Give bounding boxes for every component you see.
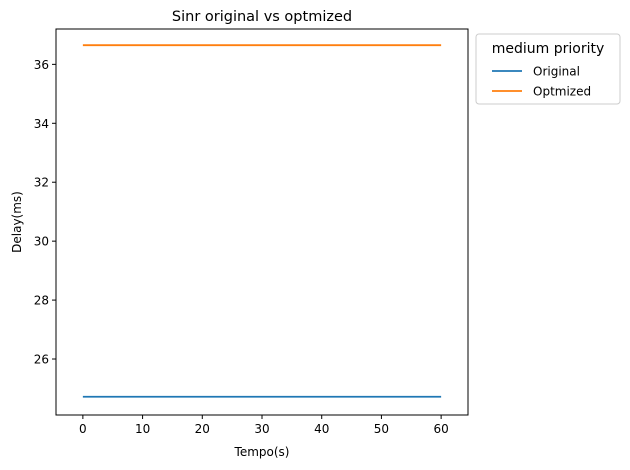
- x-tick-label: 30: [254, 422, 269, 436]
- x-tick-label: 40: [314, 422, 329, 436]
- x-tick-label: 50: [374, 422, 389, 436]
- legend-label-original: Original: [533, 65, 580, 79]
- y-tick-label: 26: [34, 353, 49, 367]
- x-tick-label: 60: [433, 422, 448, 436]
- x-tick-label: 0: [79, 422, 87, 436]
- legend-label-optmized: Optmized: [533, 85, 591, 99]
- y-tick-label: 32: [34, 176, 49, 190]
- y-axis-label: Delay(ms): [10, 191, 24, 253]
- y-tick-label: 28: [34, 294, 49, 308]
- chart-title: Sinr original vs optmized: [172, 9, 352, 25]
- legend: medium priority Original Optmized: [475, 33, 621, 105]
- x-axis-label: Tempo(s): [234, 445, 290, 459]
- y-tick-label: 34: [34, 117, 49, 131]
- x-tick-label: 10: [135, 422, 150, 436]
- series-lines: [82, 44, 442, 398]
- legend-box: [475, 33, 621, 105]
- x-axis: 0 10 20 30 40 50 60: [79, 415, 449, 436]
- plot-area: [55, 28, 469, 416]
- x-tick-label: 20: [195, 422, 210, 436]
- y-axis: 26 28 30 32 34 36: [34, 58, 56, 367]
- legend-title: medium priority: [492, 41, 605, 57]
- y-tick-label: 36: [34, 58, 49, 72]
- y-tick-label: 30: [34, 235, 49, 249]
